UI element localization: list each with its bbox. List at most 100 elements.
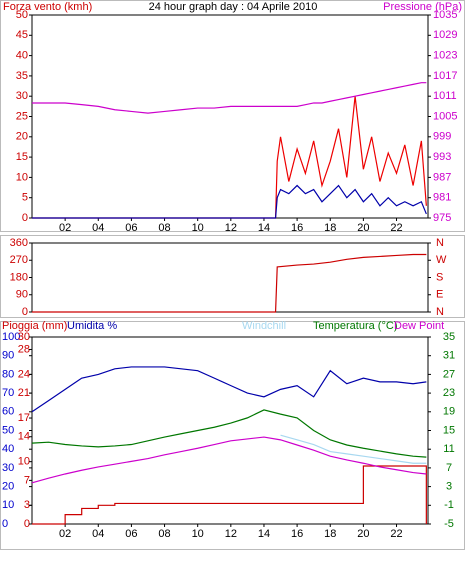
y2-tick-label: 11 (443, 443, 454, 455)
y-tick-label: 50 (2, 424, 14, 436)
y3-tick-label: 17 (18, 412, 30, 424)
y-tick-label: 20 (16, 131, 28, 143)
y2-tick-label: 19 (443, 406, 455, 418)
y2-tick-label: 975 (433, 212, 451, 224)
series-line (31, 436, 427, 484)
y-tick-label: 60 (2, 406, 14, 418)
y3-tick-label: 30 (18, 331, 30, 343)
y2-tick-label: 993 (433, 151, 451, 163)
x-tick-label: 18 (324, 222, 336, 234)
y-tick-label: 90 (2, 350, 14, 362)
chart-title: 24 hour graph day : 04 Aprile 2010 (149, 1, 318, 13)
y-tick-label: 90 (16, 289, 28, 301)
y2-tick-label: -1 (444, 499, 454, 511)
y-tick-label: 0 (22, 212, 28, 224)
plot-area (31, 336, 429, 525)
y-tick-label: 100 (2, 331, 20, 343)
series-line (32, 82, 427, 114)
y2-tick-label: W (436, 254, 447, 266)
y2-tick-label: S (436, 271, 443, 283)
legend-label: Umidita % (67, 320, 117, 332)
legend-label: Pioggia (mm) (2, 320, 67, 332)
y2-tick-label: 7 (446, 462, 452, 474)
x-tick-label: 10 (192, 222, 204, 234)
y-tick-label: 15 (16, 151, 28, 163)
x-tick-label: 20 (357, 222, 369, 234)
y-tick-label: 40 (16, 50, 28, 62)
y-tick-label: 0 (22, 306, 28, 318)
y2-tick-label: N (436, 306, 444, 318)
y2-tick-label: 987 (433, 171, 451, 183)
y3-tick-label: 0 (24, 518, 30, 530)
series-line (280, 434, 427, 464)
legend-label: Temperatura (°C) (313, 320, 397, 332)
y-tick-label: 360 (10, 237, 28, 249)
y-tick-label: 50 (16, 9, 28, 21)
legend-label: Windchill (242, 320, 286, 332)
y-tick-label: 10 (2, 499, 14, 511)
x-tick-label: 18 (324, 528, 336, 540)
x-tick-label: 10 (192, 528, 204, 540)
y3-tick-label: 3 (24, 499, 30, 511)
x-tick-label: 08 (158, 222, 170, 234)
y-tick-label: 25 (16, 110, 28, 122)
x-tick-label: 22 (390, 528, 402, 540)
y2-tick-label: 1005 (433, 110, 457, 122)
y2-tick-label: 1035 (433, 9, 457, 21)
x-tick-label: 12 (225, 222, 237, 234)
y2-tick-label: 27 (443, 368, 455, 380)
y2-tick-label: 1017 (433, 70, 457, 82)
series-line (32, 184, 427, 219)
y3-tick-label: 21 (18, 387, 30, 399)
x-tick-label: 08 (158, 528, 170, 540)
y-tick-label: 10 (16, 171, 28, 183)
y-tick-label: 35 (16, 70, 28, 82)
y-tick-label: 0 (2, 518, 8, 530)
x-tick-label: 12 (225, 528, 237, 540)
y2-tick-label: 31 (443, 350, 455, 362)
y3-tick-label: 24 (18, 368, 30, 380)
y-tick-label: 70 (2, 387, 14, 399)
x-tick-label: 14 (258, 528, 270, 540)
y-tick-label: 30 (16, 90, 28, 102)
series-line (31, 409, 427, 458)
x-tick-label: 14 (258, 222, 270, 234)
y3-tick-label: 10 (18, 456, 30, 468)
y3-tick-label: 28 (18, 343, 30, 355)
y-tick-label: 270 (10, 254, 28, 266)
x-tick-label: 06 (125, 528, 137, 540)
x-tick-label: 02 (59, 528, 71, 540)
x-tick-label: 20 (357, 528, 369, 540)
y-axis-label: Forza vento (kmh) (3, 1, 92, 13)
y-tick-label: 80 (2, 368, 14, 380)
y-tick-label: 45 (16, 29, 28, 41)
y2-tick-label: 23 (443, 387, 455, 399)
x-tick-label: 02 (59, 222, 71, 234)
series-line (32, 253, 427, 313)
y-tick-label: 180 (10, 271, 28, 283)
series-line (32, 465, 427, 525)
y2-tick-label: 1011 (433, 90, 457, 102)
plot-area (31, 14, 429, 219)
x-tick-label: 16 (291, 222, 303, 234)
y3-tick-label: 14 (18, 431, 30, 443)
x-tick-label: 04 (92, 222, 104, 234)
y3-tick-label: 7 (24, 474, 30, 486)
x-tick-label: 16 (291, 528, 303, 540)
y2-tick-label: 981 (433, 192, 451, 204)
y2-tick-label: 35 (443, 331, 455, 343)
y2-tick-label: -5 (444, 518, 454, 530)
y-tick-label: 5 (22, 192, 28, 204)
y2-tick-label: 3 (446, 481, 452, 493)
y2-axis-label: Pressione (hPa) (383, 1, 462, 13)
y2-tick-label: 1029 (433, 29, 457, 41)
x-tick-label: 06 (125, 222, 137, 234)
legend-label: Dew Point (394, 320, 444, 332)
y2-tick-label: E (436, 289, 443, 301)
y2-tick-label: N (436, 237, 444, 249)
y-tick-label: 40 (2, 443, 14, 455)
x-tick-label: 04 (92, 528, 104, 540)
y-tick-label: 30 (2, 462, 14, 474)
y2-tick-label: 999 (433, 131, 451, 143)
